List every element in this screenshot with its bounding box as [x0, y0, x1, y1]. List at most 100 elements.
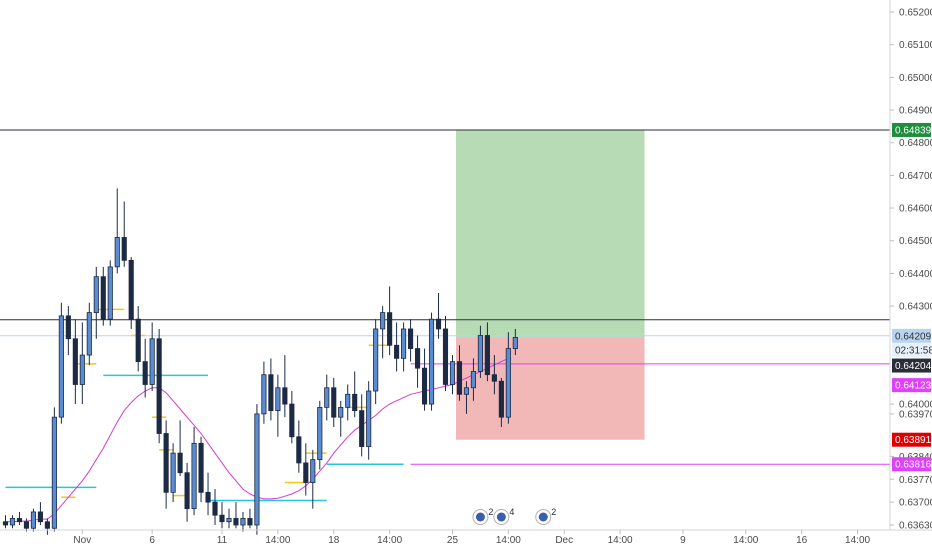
- event-count: 2: [488, 507, 493, 517]
- candle-body: [93, 276, 99, 314]
- candle: [184, 462, 190, 522]
- candle-body: [177, 452, 183, 474]
- candle: [442, 315, 449, 392]
- candle-body: [268, 374, 274, 412]
- candle: [254, 404, 260, 535]
- candle: [177, 420, 183, 476]
- x-tick-label: Nov: [73, 535, 91, 546]
- candle: [149, 322, 155, 392]
- candle: [282, 355, 288, 418]
- candle: [275, 374, 281, 437]
- candle-body: [394, 344, 400, 359]
- profit-zone[interactable]: [455, 129, 645, 338]
- event-markers[interactable]: 2 4 2: [472, 507, 557, 525]
- candle: [303, 443, 309, 496]
- candle: [289, 391, 295, 444]
- candle: [212, 489, 218, 525]
- loss-zone[interactable]: [455, 337, 645, 440]
- candle-body: [37, 511, 43, 523]
- candle-body: [142, 361, 148, 385]
- candle: [23, 518, 30, 532]
- candle-body: [442, 328, 449, 385]
- candle-body: [212, 501, 218, 516]
- candle-body: [338, 406, 344, 418]
- time-axis[interactable]: Nov 6 11 14:00 18 14:00 25 14:00 Dec 14:00 9 14:00 1…: [73, 530, 871, 546]
- candles: [2, 188, 518, 535]
- x-tick-label: 14:00: [845, 535, 870, 546]
- price-tags: 0.64839 0.64209 02:31:58 0.64204 0.64123 0.63…: [892, 122, 932, 472]
- y-tick-label: 0.64900: [899, 106, 932, 117]
- price-tag: 02:31:58: [892, 343, 932, 358]
- candle-body: [184, 472, 190, 510]
- candle-body: [2, 521, 9, 526]
- price-axis[interactable]: 0.65200 0.65100 0.65000 0.64900 0.64800 0.647…: [890, 8, 932, 532]
- candle-body: [135, 318, 141, 363]
- candle-body: [387, 312, 393, 346]
- candle-body: [65, 315, 71, 340]
- candle-body: [86, 312, 92, 356]
- candle: [58, 302, 64, 424]
- candle-body: [512, 337, 518, 349]
- candle: [352, 371, 358, 418]
- candle: [51, 407, 57, 532]
- candle-body: [414, 348, 421, 369]
- y-tick-label: 0.64500: [899, 236, 932, 247]
- candle: [421, 348, 428, 411]
- y-tick-label: 0.64300: [899, 302, 932, 313]
- candle: [240, 511, 246, 532]
- candle: [414, 335, 421, 388]
- event-marker[interactable]: 2: [535, 507, 557, 525]
- candle: [359, 394, 365, 457]
- candle-body: [240, 518, 246, 526]
- candle: [261, 361, 267, 424]
- event-marker[interactable]: 4: [493, 507, 515, 525]
- candle: [268, 358, 274, 421]
- candle: [205, 472, 211, 516]
- candle-body: [198, 442, 204, 493]
- candle: [512, 328, 518, 356]
- candle-body: [366, 390, 372, 447]
- candle-body: [58, 315, 64, 418]
- candle-body: [373, 328, 379, 392]
- candle-body: [156, 338, 162, 434]
- candle-body: [16, 518, 23, 523]
- candle-body: [359, 410, 365, 447]
- y-tick-label: 0.64000: [899, 400, 932, 411]
- candle: [324, 374, 330, 421]
- event-count: 2: [551, 507, 556, 517]
- candle: [79, 322, 85, 405]
- event-count: 4: [509, 507, 514, 517]
- y-tick-label: 0.64700: [899, 171, 932, 182]
- y-tick-label: 0.63630: [899, 521, 932, 532]
- candle: [449, 355, 456, 395]
- candle-body: [317, 406, 323, 461]
- candle-body: [163, 433, 169, 493]
- candle: [373, 319, 379, 405]
- candle-body: [79, 354, 85, 385]
- candle: [456, 345, 463, 401]
- candle: [114, 188, 120, 274]
- candle-body: [484, 335, 490, 376]
- candle-body: [23, 521, 30, 529]
- candle: [470, 358, 477, 401]
- price-tag-label: 0.64123: [895, 381, 932, 392]
- position-zones[interactable]: [455, 129, 645, 440]
- price-tag: 0.64839: [892, 122, 932, 137]
- price-tag-label: 0.64839: [895, 125, 932, 136]
- candle-body: [275, 387, 281, 412]
- candle-body: [352, 393, 358, 412]
- event-marker[interactable]: 2: [472, 507, 494, 525]
- candle-body: [219, 514, 225, 523]
- candle-body: [72, 338, 78, 385]
- candle-body: [114, 237, 120, 268]
- candle-body: [324, 387, 330, 408]
- candle: [219, 502, 225, 529]
- x-tick-label: 6: [149, 535, 155, 546]
- candle-body: [408, 328, 414, 349]
- candle-body: [470, 371, 477, 389]
- candle: [226, 508, 232, 529]
- candle: [477, 325, 483, 378]
- candle-body: [247, 518, 253, 526]
- x-tick-label: 9: [680, 535, 686, 546]
